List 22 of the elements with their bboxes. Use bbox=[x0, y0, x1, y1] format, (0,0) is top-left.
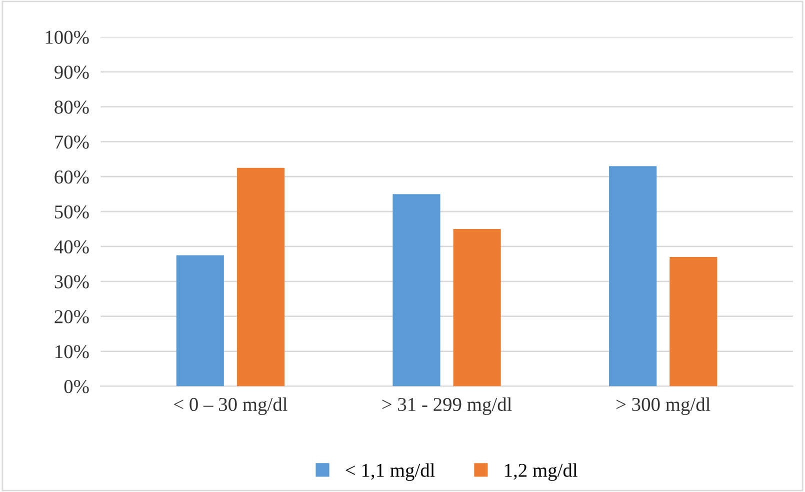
bar bbox=[176, 255, 224, 386]
y-tick-label: 50% bbox=[55, 205, 89, 219]
bar bbox=[392, 194, 440, 386]
x-tick-label: < 0 – 30 mg/dl bbox=[174, 397, 288, 416]
y-tick-label: 30% bbox=[54, 275, 89, 288]
legend-label: 1,2 mg/dl bbox=[505, 463, 578, 481]
y-tick-label: 10% bbox=[56, 345, 89, 358]
bar bbox=[670, 256, 718, 386]
y-tick-label: 100% bbox=[46, 30, 89, 44]
legend-label: < 1,1 mg/dl bbox=[346, 463, 435, 481]
y-tick-label: 20% bbox=[54, 310, 89, 324]
y-tick-label: 90% bbox=[54, 66, 89, 79]
y-tick-label: 70% bbox=[55, 136, 89, 149]
y-tick-label: 40% bbox=[54, 240, 89, 254]
bar bbox=[453, 229, 501, 386]
bar bbox=[236, 168, 285, 386]
bar bbox=[609, 166, 657, 386]
x-tick-label: > 31 - 299 mg/dl bbox=[382, 397, 512, 416]
x-tick-label: > 300 mg/dl bbox=[616, 397, 710, 416]
y-tick-label: 0% bbox=[64, 380, 89, 394]
y-tick-label: 60% bbox=[54, 170, 89, 184]
y-tick-label: 80% bbox=[54, 100, 89, 114]
